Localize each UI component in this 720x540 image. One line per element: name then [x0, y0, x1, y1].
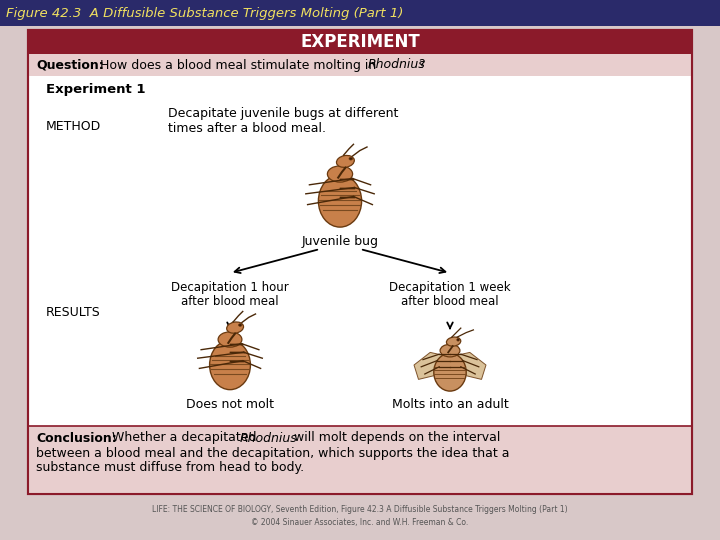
Ellipse shape [440, 345, 460, 357]
FancyBboxPatch shape [28, 30, 692, 494]
Text: after blood meal: after blood meal [401, 295, 499, 308]
Text: METHOD: METHOD [46, 119, 102, 132]
FancyBboxPatch shape [28, 30, 692, 54]
Ellipse shape [318, 175, 361, 227]
Text: Whether a decapitated: Whether a decapitated [108, 431, 261, 444]
Text: times after a blood meal.: times after a blood meal. [168, 122, 326, 134]
Text: Experiment 1: Experiment 1 [46, 84, 145, 97]
Text: RESULTS: RESULTS [46, 307, 101, 320]
FancyBboxPatch shape [28, 54, 692, 76]
Text: Conclusion:: Conclusion: [36, 431, 117, 444]
Ellipse shape [349, 157, 353, 160]
Ellipse shape [210, 340, 251, 390]
Ellipse shape [433, 353, 467, 391]
Text: ?: ? [418, 58, 425, 71]
Text: © 2004 Sinauer Associates, Inc. and W.H. Freeman & Co.: © 2004 Sinauer Associates, Inc. and W.H.… [251, 517, 469, 526]
Text: Does not molt: Does not molt [186, 399, 274, 411]
Text: Decapitation 1 week: Decapitation 1 week [390, 281, 510, 294]
Text: Decapitate juvenile bugs at different: Decapitate juvenile bugs at different [168, 107, 398, 120]
Ellipse shape [218, 332, 242, 347]
Ellipse shape [446, 337, 461, 346]
Ellipse shape [328, 166, 353, 182]
Text: Figure 42.3  A Diffusible Substance Triggers Molting (Part 1): Figure 42.3 A Diffusible Substance Trigg… [6, 6, 403, 19]
Polygon shape [454, 353, 486, 380]
Ellipse shape [336, 156, 354, 167]
Text: How does a blood meal stimulate molting in: How does a blood meal stimulate molting … [100, 58, 380, 71]
Text: will molt depends on the interval: will molt depends on the interval [290, 431, 500, 444]
Text: Decapitation 1 hour: Decapitation 1 hour [171, 281, 289, 294]
Text: LIFE: THE SCIENCE OF BIOLOGY, Seventh Edition, Figure 42.3 A Diffusible Substanc: LIFE: THE SCIENCE OF BIOLOGY, Seventh Ed… [152, 505, 568, 515]
Ellipse shape [456, 339, 459, 341]
Text: Rhodnius: Rhodnius [368, 58, 426, 71]
Text: Juvenile bug: Juvenile bug [302, 234, 379, 247]
Text: substance must diffuse from head to body.: substance must diffuse from head to body… [36, 462, 304, 475]
Text: Question:: Question: [36, 58, 104, 71]
Text: EXPERIMENT: EXPERIMENT [300, 33, 420, 51]
FancyBboxPatch shape [0, 0, 720, 26]
Text: Molts into an adult: Molts into an adult [392, 399, 508, 411]
Text: Rhodnius: Rhodnius [240, 431, 298, 444]
Ellipse shape [227, 322, 243, 333]
Text: after blood meal: after blood meal [181, 295, 279, 308]
FancyBboxPatch shape [28, 426, 692, 494]
Ellipse shape [238, 324, 242, 326]
Text: between a blood meal and the decapitation, which supports the idea that a: between a blood meal and the decapitatio… [36, 447, 510, 460]
Polygon shape [414, 353, 446, 380]
